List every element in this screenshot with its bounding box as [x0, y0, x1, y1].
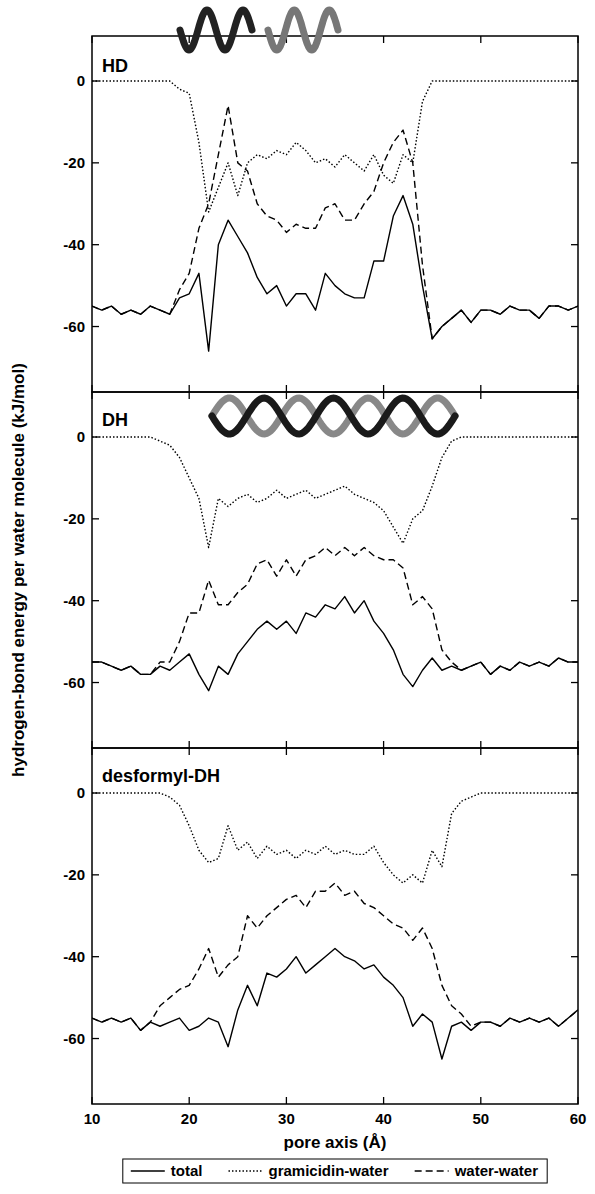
- y-tick: [571, 600, 578, 601]
- y-tick: [92, 326, 99, 327]
- y-tick: [92, 956, 99, 957]
- helix: [212, 398, 455, 434]
- y-tick: [571, 956, 578, 957]
- y-tick: [92, 1038, 99, 1039]
- y-tick-label: 0: [77, 428, 85, 445]
- x-tick: [189, 36, 190, 43]
- panel-title: DH: [102, 410, 128, 430]
- y-tick-label: -60: [63, 1030, 85, 1047]
- x-tick: [383, 741, 384, 748]
- panel: -60 -40 -20 0: [63, 392, 578, 748]
- x-tick-label: 60: [570, 1110, 587, 1127]
- series-line: [92, 793, 578, 883]
- y-tick: [92, 874, 99, 875]
- y-tick: [92, 162, 99, 163]
- frame: [92, 392, 578, 748]
- x-tick: [189, 392, 190, 399]
- legend-item: gramicidin-water: [228, 1162, 388, 1179]
- series-line: [92, 196, 578, 351]
- x-tick: [189, 741, 190, 748]
- y-tick-label: -60: [63, 318, 85, 335]
- series-line: [92, 883, 578, 1030]
- y-tick: [92, 682, 99, 683]
- panel-title: HD: [102, 56, 128, 76]
- frame: [92, 748, 578, 1104]
- y-tick: [92, 244, 99, 245]
- y-tick: [571, 874, 578, 875]
- y-tick: [571, 1038, 578, 1039]
- helix: [268, 10, 338, 50]
- legend-box: [123, 1159, 547, 1183]
- legend-swatch: [228, 1170, 262, 1172]
- x-axis-title: pore axis (Å): [284, 1133, 387, 1152]
- y-tick: [571, 682, 578, 683]
- y-tick: [571, 518, 578, 519]
- y-axis-title: hydrogen-bond energy per water molecule …: [9, 363, 28, 777]
- x-tick: [189, 1097, 190, 1104]
- y-tick-label: 0: [77, 72, 85, 89]
- y-tick-label: -20: [63, 866, 85, 883]
- series-group: [92, 81, 578, 351]
- y-tick-label: -60: [63, 674, 85, 691]
- series-line: [92, 437, 578, 547]
- panel: -60 -40 -20 0 10 20 30 40 50 60: [63, 748, 586, 1127]
- series-line: [92, 597, 578, 691]
- frame: [92, 36, 578, 392]
- legend-label: water-water: [454, 1162, 539, 1179]
- y-tick-label: -20: [63, 510, 85, 527]
- y-tick: [571, 162, 578, 163]
- series-group: [92, 793, 578, 1059]
- panel-title: desformyl-DH: [102, 766, 220, 786]
- x-tick: [383, 385, 384, 392]
- series-group: [92, 437, 578, 691]
- x-tick: [480, 748, 481, 755]
- legend-swatch: [415, 1170, 449, 1172]
- legend-item: total: [131, 1162, 203, 1179]
- legend-label: gramicidin-water: [268, 1162, 388, 1179]
- series-line: [92, 547, 578, 674]
- x-tick: [383, 1097, 384, 1104]
- series-line: [92, 106, 578, 339]
- x-tick-label: 20: [181, 1110, 198, 1127]
- x-tick-label: 30: [278, 1110, 295, 1127]
- series-line: [92, 949, 578, 1059]
- x-tick-label: 50: [472, 1110, 489, 1127]
- y-tick-label: -40: [63, 592, 85, 609]
- x-tick: [383, 36, 384, 43]
- legend: total gramicidin-water water-water: [123, 1159, 547, 1183]
- x-tick: [480, 36, 481, 43]
- y-tick-label: -40: [63, 236, 85, 253]
- x-tick: [480, 392, 481, 399]
- panel: -60 -40 -20 0: [63, 36, 578, 392]
- x-tick: [286, 1097, 287, 1104]
- x-tick: [189, 385, 190, 392]
- x-tick-label: 10: [84, 1110, 101, 1127]
- x-tick: [480, 1097, 481, 1104]
- x-tick: [286, 385, 287, 392]
- legend-swatch: [131, 1170, 165, 1172]
- y-tick-label: 0: [77, 784, 85, 801]
- y-tick-label: -40: [63, 948, 85, 965]
- x-tick: [286, 748, 287, 755]
- x-tick: [480, 385, 481, 392]
- y-tick-label: -20: [63, 154, 85, 171]
- figure: -60 -40 -20 0 HD -60 -40 -20 0 DH -60 -40 -20 0 10 20 30…: [0, 0, 595, 1194]
- legend-label: total: [171, 1162, 203, 1179]
- series-line: [92, 81, 578, 212]
- x-tick: [383, 392, 384, 399]
- legend-item: water-water: [415, 1162, 539, 1179]
- y-tick: [571, 244, 578, 245]
- y-tick: [92, 518, 99, 519]
- helix: [212, 398, 455, 434]
- x-tick: [480, 741, 481, 748]
- helix: [180, 10, 252, 50]
- x-tick: [286, 741, 287, 748]
- y-tick: [571, 326, 578, 327]
- x-tick: [383, 748, 384, 755]
- x-tick-label: 40: [375, 1110, 392, 1127]
- y-tick: [92, 600, 99, 601]
- x-tick: [286, 392, 287, 399]
- x-tick: [189, 748, 190, 755]
